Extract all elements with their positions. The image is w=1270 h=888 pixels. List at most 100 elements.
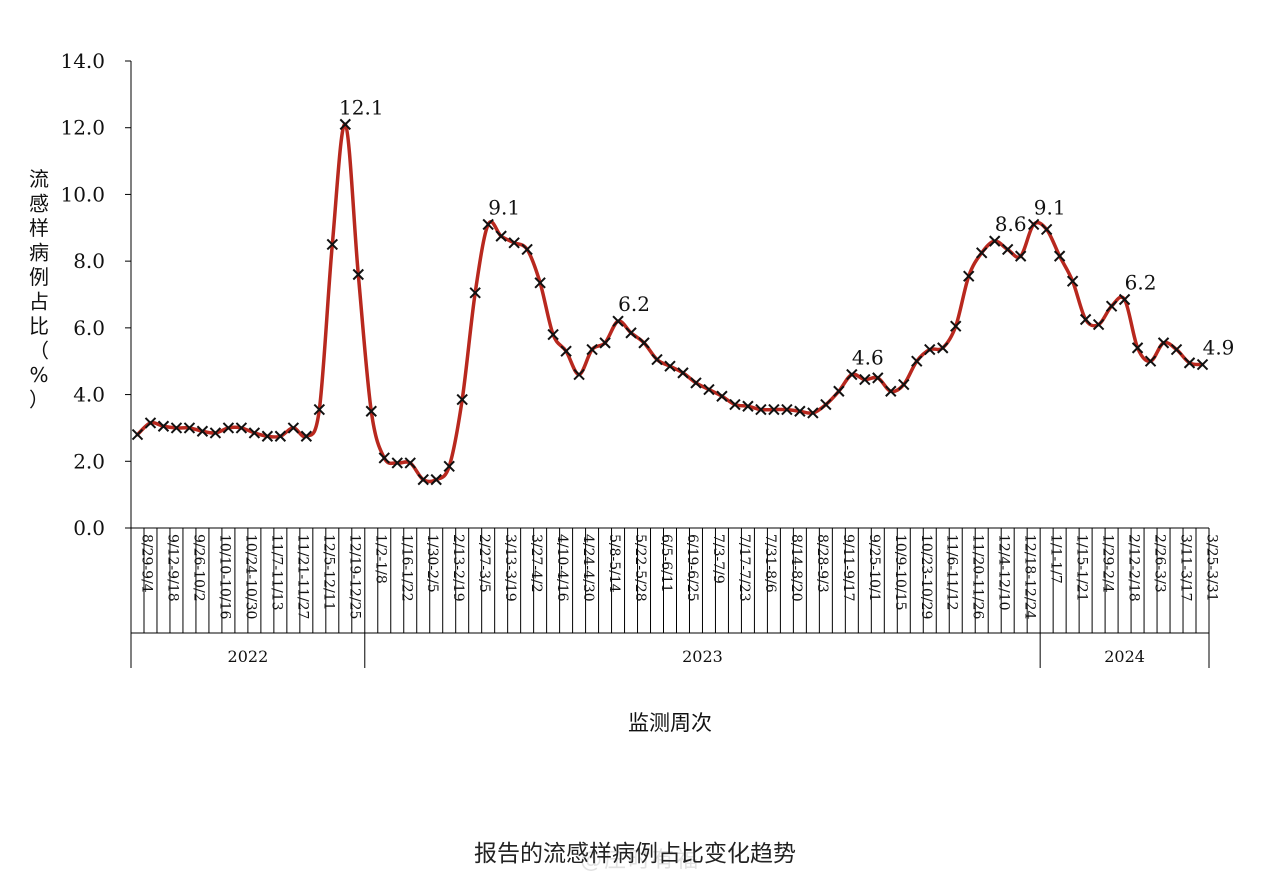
x-tick-label: 3/11-3/17 <box>1178 534 1194 602</box>
data-point-marker <box>638 337 650 349</box>
data-label: 9.1 <box>1034 195 1066 219</box>
data-point-marker <box>885 385 897 397</box>
data-point-marker <box>625 327 637 339</box>
chart-axes <box>125 60 1210 668</box>
x-tick-label: 1/1-1/7 <box>1048 534 1064 584</box>
data-label: 4.6 <box>852 346 884 370</box>
data-point-marker <box>898 378 910 391</box>
data-point-marker <box>755 403 767 416</box>
data-point-marker <box>430 473 442 486</box>
year-label: 2024 <box>1104 647 1145 666</box>
x-tick-label: 7/17-7/23 <box>736 534 752 602</box>
data-point-marker <box>599 337 611 349</box>
x-tick-label: 4/24-4/30 <box>580 534 596 602</box>
data-point-marker <box>391 457 403 469</box>
data-point-marker <box>131 428 144 441</box>
data-point-marker <box>235 422 248 434</box>
data-point-marker <box>1131 342 1144 354</box>
x-tick-label: 8/29-9/4 <box>138 534 154 593</box>
x-tick-label: 2/13-2/19 <box>450 534 466 602</box>
series-line <box>135 122 1205 484</box>
data-point-marker <box>807 407 819 419</box>
data-point-marker <box>482 218 494 231</box>
data-point-marker <box>963 270 975 282</box>
x-tick-label: 1/29-2/4 <box>1100 534 1116 593</box>
data-label: 6.2 <box>1125 271 1157 295</box>
data-labels: 12.1 9.1 6.2 4.6 8.6 9.1 6.2 4.9 <box>339 95 1234 369</box>
x-tick-label: 1/30-2/5 <box>424 534 440 593</box>
data-point-marker <box>677 367 689 379</box>
data-point-marker <box>209 427 222 439</box>
data-point-marker <box>781 403 793 416</box>
data-point-marker <box>1040 223 1053 236</box>
x-tick-label: 11/20-11/26 <box>970 534 986 620</box>
data-point-marker <box>508 237 520 249</box>
x-tick-label: 6/5-6/11 <box>658 534 674 593</box>
data-point-marker <box>937 342 949 354</box>
data-point-marker <box>742 400 754 412</box>
data-label: 6.2 <box>618 292 650 316</box>
data-point-marker <box>573 368 585 381</box>
x-axis-label: 监测周次 <box>628 711 712 735</box>
data-point-marker <box>404 457 416 469</box>
data-point-marker <box>846 368 858 381</box>
data-point-marker <box>924 343 936 356</box>
x-tick-label: 12/18-12/24 <box>1022 534 1038 620</box>
y-tick-label: 0.0 <box>73 516 105 540</box>
x-tick-label: 12/19-12/25 <box>346 534 362 619</box>
data-point-marker <box>170 422 183 434</box>
x-tick-label: 10/24-10/30 <box>242 534 258 619</box>
data-point-marker <box>222 422 235 434</box>
x-tick-label: 10/23-10/29 <box>918 534 934 619</box>
data-point-marker <box>768 403 780 416</box>
data-point-marker <box>911 355 923 367</box>
x-tick-label: 2/12-2/18 <box>1126 534 1142 602</box>
data-point-marker <box>534 277 546 289</box>
data-point-marker <box>560 345 572 357</box>
data-point-marker <box>1196 358 1209 371</box>
x-tick-label: 5/8-5/14 <box>606 534 622 593</box>
data-point-marker <box>1092 318 1105 331</box>
figure-caption: 报告的流感样病例占比变化趋势 <box>474 841 796 867</box>
x-tick-label: 1/16-1/22 <box>398 534 414 602</box>
data-point-marker <box>820 398 832 411</box>
x-tick-label: 2/26-3/3 <box>1152 534 1168 593</box>
data-point-marker <box>1118 293 1131 306</box>
data-point-marker <box>1027 218 1040 231</box>
data-point-marker <box>612 315 624 327</box>
data-point-marker <box>1066 275 1079 287</box>
x-tick-label: 9/26-10/2 <box>190 534 206 602</box>
data-point-marker <box>196 425 209 437</box>
data-point-marker <box>872 372 884 384</box>
data-point-marker <box>1001 243 1014 256</box>
x-tick-label: 5/22-5/28 <box>632 534 648 602</box>
watermark: @庄时有福 <box>580 848 701 873</box>
data-label: 8.6 <box>995 212 1027 236</box>
data-point-marker <box>365 405 377 417</box>
x-tick-label: 7/31-8/6 <box>762 534 778 593</box>
x-tick-label: 10/9-10/15 <box>892 534 908 611</box>
data-point-marker <box>443 460 455 472</box>
data-point-marker <box>456 393 468 406</box>
data-label: 12.1 <box>339 95 384 119</box>
x-tick-label: 3/25-3/31 <box>1204 534 1220 602</box>
x-tick-label: 9/25-10/1 <box>866 534 882 602</box>
data-point-marker <box>1014 250 1027 262</box>
x-tick-label: 10/10-10/16 <box>216 534 232 620</box>
data-point-marker <box>183 422 196 434</box>
x-tick-label: 2/27-3/5 <box>476 534 492 593</box>
data-point-marker <box>690 377 702 389</box>
y-axis-label: 流感样病例占比（%） <box>29 167 49 412</box>
data-point-marker <box>651 353 663 366</box>
series-markers <box>131 118 1209 486</box>
data-point-marker <box>1144 355 1157 367</box>
data-point-marker <box>664 360 676 372</box>
data-point-marker <box>988 235 1001 247</box>
data-point-marker <box>716 390 728 402</box>
data-point-marker <box>157 420 170 432</box>
x-tick-label: 11/7-11/13 <box>268 534 284 611</box>
x-tick-label: 8/14-8/20 <box>788 534 804 602</box>
x-tick-label: 7/3-7/9 <box>710 534 726 584</box>
year-label: 2023 <box>682 647 723 666</box>
